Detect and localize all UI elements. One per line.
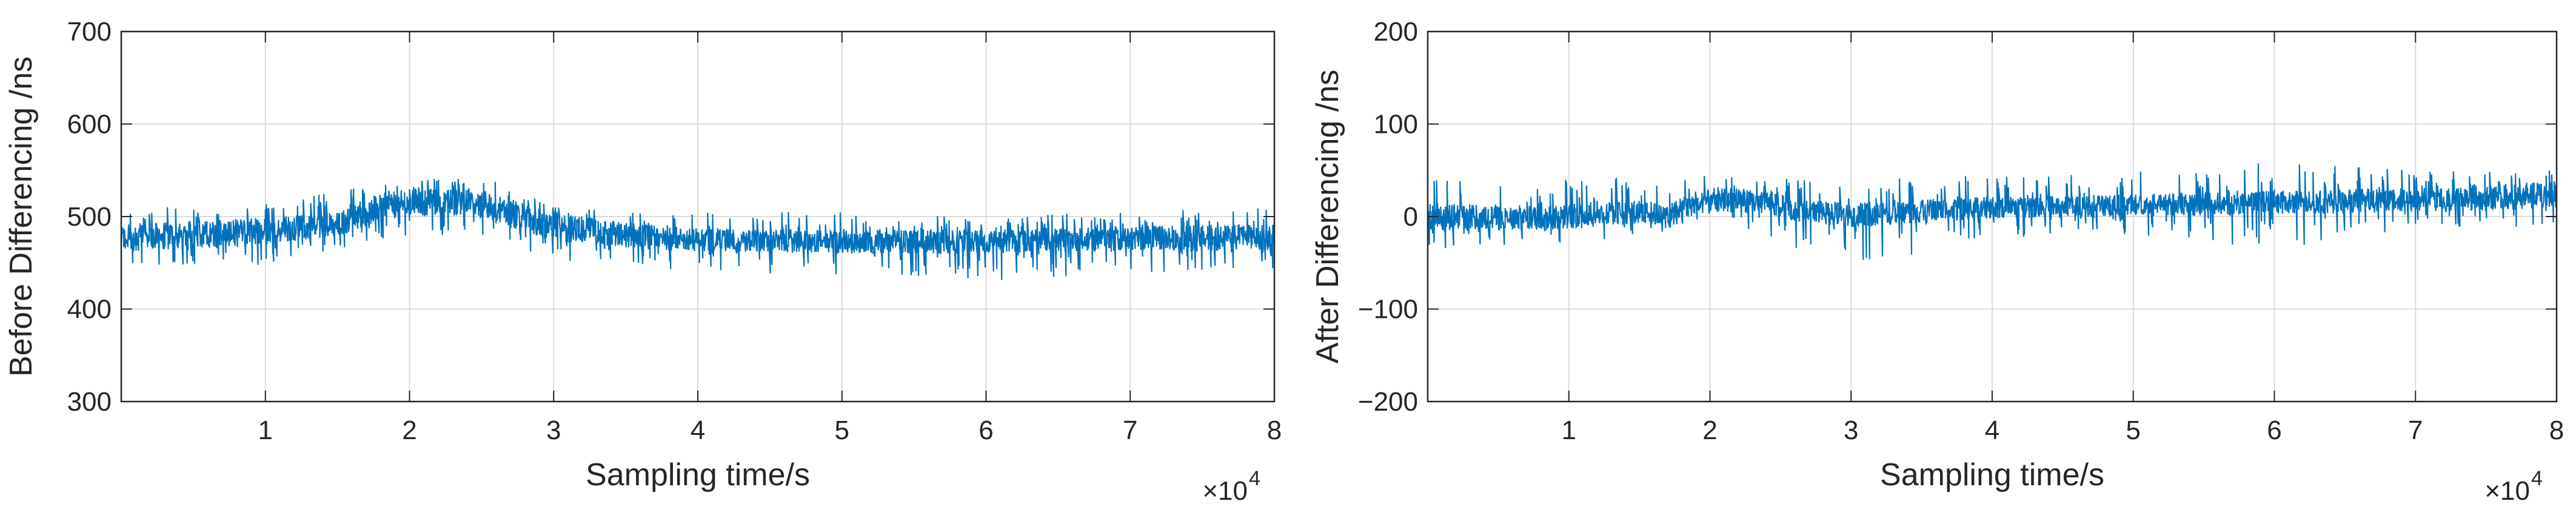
- x-axis-multiplier: ×10: [1202, 476, 1248, 506]
- y-tick-label: 100: [1374, 110, 1418, 140]
- y-tick-label: 300: [67, 387, 112, 417]
- x-tick-label: 7: [2408, 415, 2423, 445]
- y-tick-label: −200: [1358, 387, 1418, 417]
- x-axis-multiplier: ×10: [2484, 476, 2530, 506]
- data-series-line: [120, 178, 1276, 280]
- y-tick-label: 200: [1374, 17, 1418, 47]
- chart-panel-2: 1 2 3 4 5 6 7 8 −200 −100 0 100 200 Sampling time/s Af…: [1310, 17, 2564, 506]
- x-tick-label: 2: [1702, 415, 1717, 445]
- y-axis-label: After Differencing /ns: [1310, 70, 1345, 364]
- x-tick-label: 1: [1562, 415, 1576, 445]
- x-tick-label: 6: [979, 415, 993, 445]
- x-tick-label: 3: [546, 415, 561, 445]
- x-tick-label: 3: [1844, 415, 1858, 445]
- y-tick-label: 500: [67, 202, 112, 232]
- x-axis-multiplier-exponent: 4: [1249, 467, 1260, 490]
- x-tick-label: 5: [835, 415, 849, 445]
- y-tick-label: −100: [1358, 295, 1418, 325]
- y-tick-label: 700: [67, 17, 112, 47]
- data-series-line: [1427, 163, 2558, 260]
- y-tick-label: 400: [67, 295, 112, 325]
- x-tick-label: 2: [402, 415, 417, 445]
- chart-panel-1: 1 2 3 4 5 6 7 8 300 400 500 600 700 Sampling time/s Be…: [4, 17, 1282, 506]
- y-axis-label: Before Differencing /ns: [4, 56, 39, 377]
- x-axis-multiplier-exponent: 4: [2531, 467, 2543, 490]
- x-tick-label: 1: [258, 415, 273, 445]
- x-tick-label: 8: [1267, 415, 1282, 445]
- y-tick-label: 0: [1403, 202, 1418, 232]
- x-axis-label: Sampling time/s: [586, 457, 810, 493]
- x-tick-label: 6: [2267, 415, 2281, 445]
- x-tick-label: 8: [2549, 415, 2564, 445]
- x-tick-label: 5: [2126, 415, 2141, 445]
- x-tick-label: 7: [1123, 415, 1137, 445]
- x-tick-label: 4: [1985, 415, 1999, 445]
- x-axis-label: Sampling time/s: [1880, 457, 2104, 493]
- y-tick-label: 600: [67, 110, 112, 140]
- x-tick-label: 4: [691, 415, 705, 445]
